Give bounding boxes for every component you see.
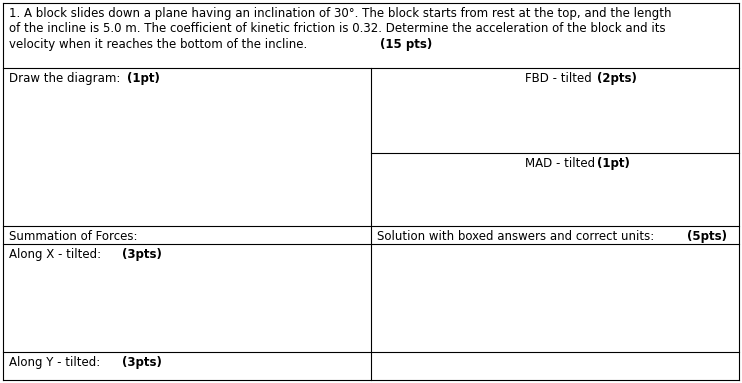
Text: 1. A block slides down a plane having an inclination of 30°. The block starts fr: 1. A block slides down a plane having an… <box>9 7 672 20</box>
Text: (5pts): (5pts) <box>687 230 727 243</box>
Text: Summation of Forces:: Summation of Forces: <box>9 230 137 243</box>
Text: (1pt): (1pt) <box>127 72 160 85</box>
Text: velocity when it reaches the bottom of the incline.: velocity when it reaches the bottom of t… <box>9 38 311 51</box>
Text: FBD - tilted: FBD - tilted <box>525 72 596 85</box>
Text: (3pts): (3pts) <box>122 248 162 261</box>
Text: Draw the diagram:: Draw the diagram: <box>9 72 124 85</box>
Text: MAD - tilted: MAD - tilted <box>525 157 599 170</box>
Text: of the incline is 5.0 m. The coefficient of kinetic friction is 0.32. Determine : of the incline is 5.0 m. The coefficient… <box>9 23 666 36</box>
Text: (1pt): (1pt) <box>597 157 630 170</box>
Text: Along X - tilted:: Along X - tilted: <box>9 248 105 261</box>
Text: (3pts): (3pts) <box>122 356 162 369</box>
Text: Solution with boxed answers and correct units:: Solution with boxed answers and correct … <box>377 230 658 243</box>
Text: Along Y - tilted:: Along Y - tilted: <box>9 356 104 369</box>
Text: (15 pts): (15 pts) <box>380 38 433 51</box>
Text: (2pts): (2pts) <box>597 72 637 85</box>
